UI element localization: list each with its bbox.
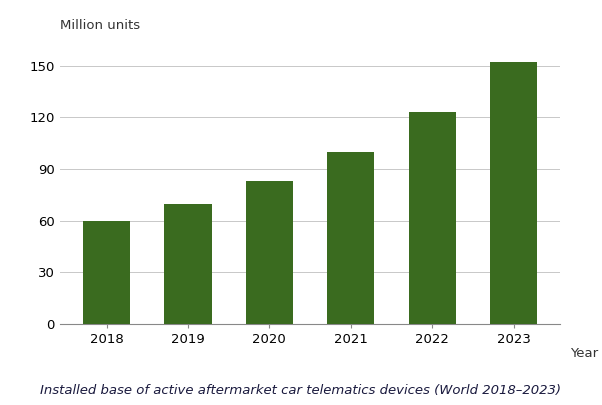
Text: Year: Year — [570, 347, 598, 360]
Bar — [490, 62, 537, 324]
Bar — [409, 112, 456, 324]
Bar — [327, 152, 374, 324]
Bar — [83, 221, 130, 324]
Text: Installed base of active aftermarket car telematics devices (World 2018–2023): Installed base of active aftermarket car… — [40, 384, 562, 397]
Bar — [164, 203, 211, 324]
Text: Million units: Million units — [60, 19, 140, 32]
Bar — [246, 181, 293, 324]
